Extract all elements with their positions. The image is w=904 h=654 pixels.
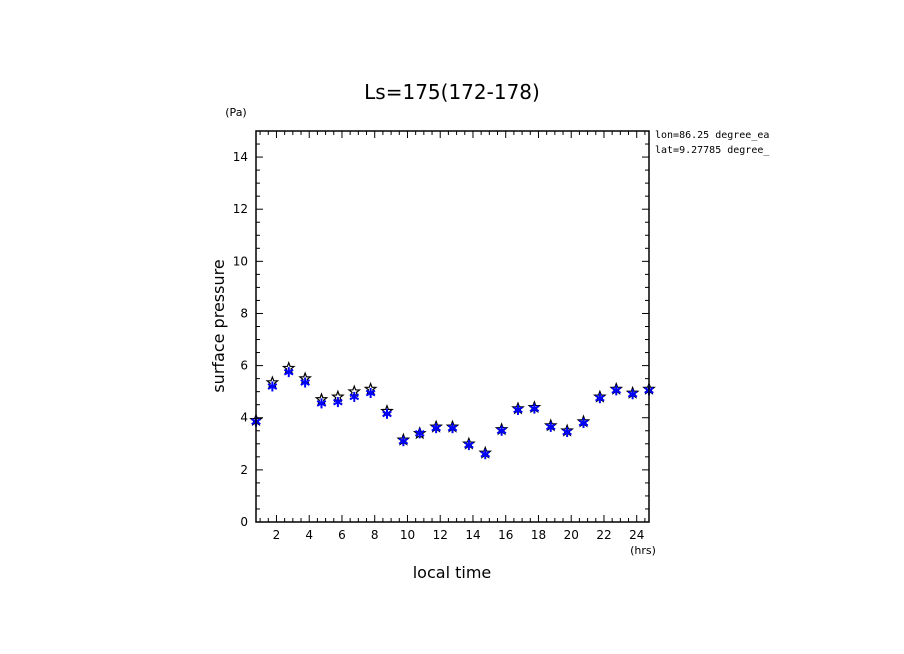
y-tick-label: 10 (233, 254, 248, 268)
y-tick-label: 4 (240, 411, 248, 425)
data-point-asterisk (333, 397, 343, 408)
data-point-asterisk (316, 398, 327, 409)
x-tick-label: 18 (531, 528, 546, 542)
data-point-asterisk (267, 381, 278, 392)
x-tick-label: 12 (433, 528, 448, 542)
x-tick-label: 10 (400, 528, 415, 542)
data-point-asterisk (578, 417, 589, 428)
x-tick-label: 6 (338, 528, 346, 542)
x-tick-label: 14 (465, 528, 480, 542)
x-tick-label: 8 (371, 528, 379, 542)
annotation-lon: lon=86.25 degree_ea (655, 130, 769, 141)
data-point-asterisk (464, 440, 474, 451)
x-unit-label: (hrs) (630, 544, 656, 557)
chart-title: Ls=175(172-178) (364, 80, 540, 104)
y-tick-label: 12 (233, 202, 248, 216)
x-tick-label: 16 (498, 528, 513, 542)
data-point-asterisk (431, 423, 441, 434)
y-tick-label: 14 (233, 150, 248, 164)
x-axis-title: local time (413, 563, 492, 582)
x-tick-label: 4 (305, 528, 313, 542)
data-point-asterisk (513, 404, 523, 415)
plot-frame (255, 130, 650, 523)
y-unit-label: (Pa) (225, 106, 246, 119)
x-tick-label: 24 (629, 528, 644, 542)
data-point-asterisk (349, 391, 360, 402)
y-tick-label: 6 (240, 359, 248, 373)
x-tick-label: 20 (564, 528, 579, 542)
data-marks (249, 360, 656, 460)
data-point-asterisk (545, 421, 556, 432)
data-point-asterisk (529, 403, 540, 414)
data-point-asterisk (365, 387, 376, 398)
x-tick-label: 22 (596, 528, 611, 542)
data-point-asterisk (480, 449, 491, 460)
data-point-asterisk (496, 425, 507, 436)
x-tick-label: 2 (273, 528, 281, 542)
data-point-asterisk (382, 408, 392, 419)
data-point-asterisk (414, 428, 425, 439)
y-tick-label: 8 (240, 306, 248, 320)
data-point-asterisk (562, 427, 572, 438)
data-point-asterisk (398, 436, 409, 447)
y-tick-label: 2 (240, 463, 248, 477)
data-point-asterisk (611, 385, 622, 396)
y-tick-label: 0 (240, 515, 248, 529)
data-point-asterisk (627, 389, 638, 400)
y-axis-title: surface pressure (209, 259, 228, 392)
data-point-asterisk (300, 377, 310, 388)
data-point-asterisk (447, 423, 458, 434)
data-point-asterisk (283, 367, 294, 378)
data-point-asterisk (595, 393, 605, 404)
annotation-lat: lat=9.27785 degree_ (655, 145, 770, 156)
